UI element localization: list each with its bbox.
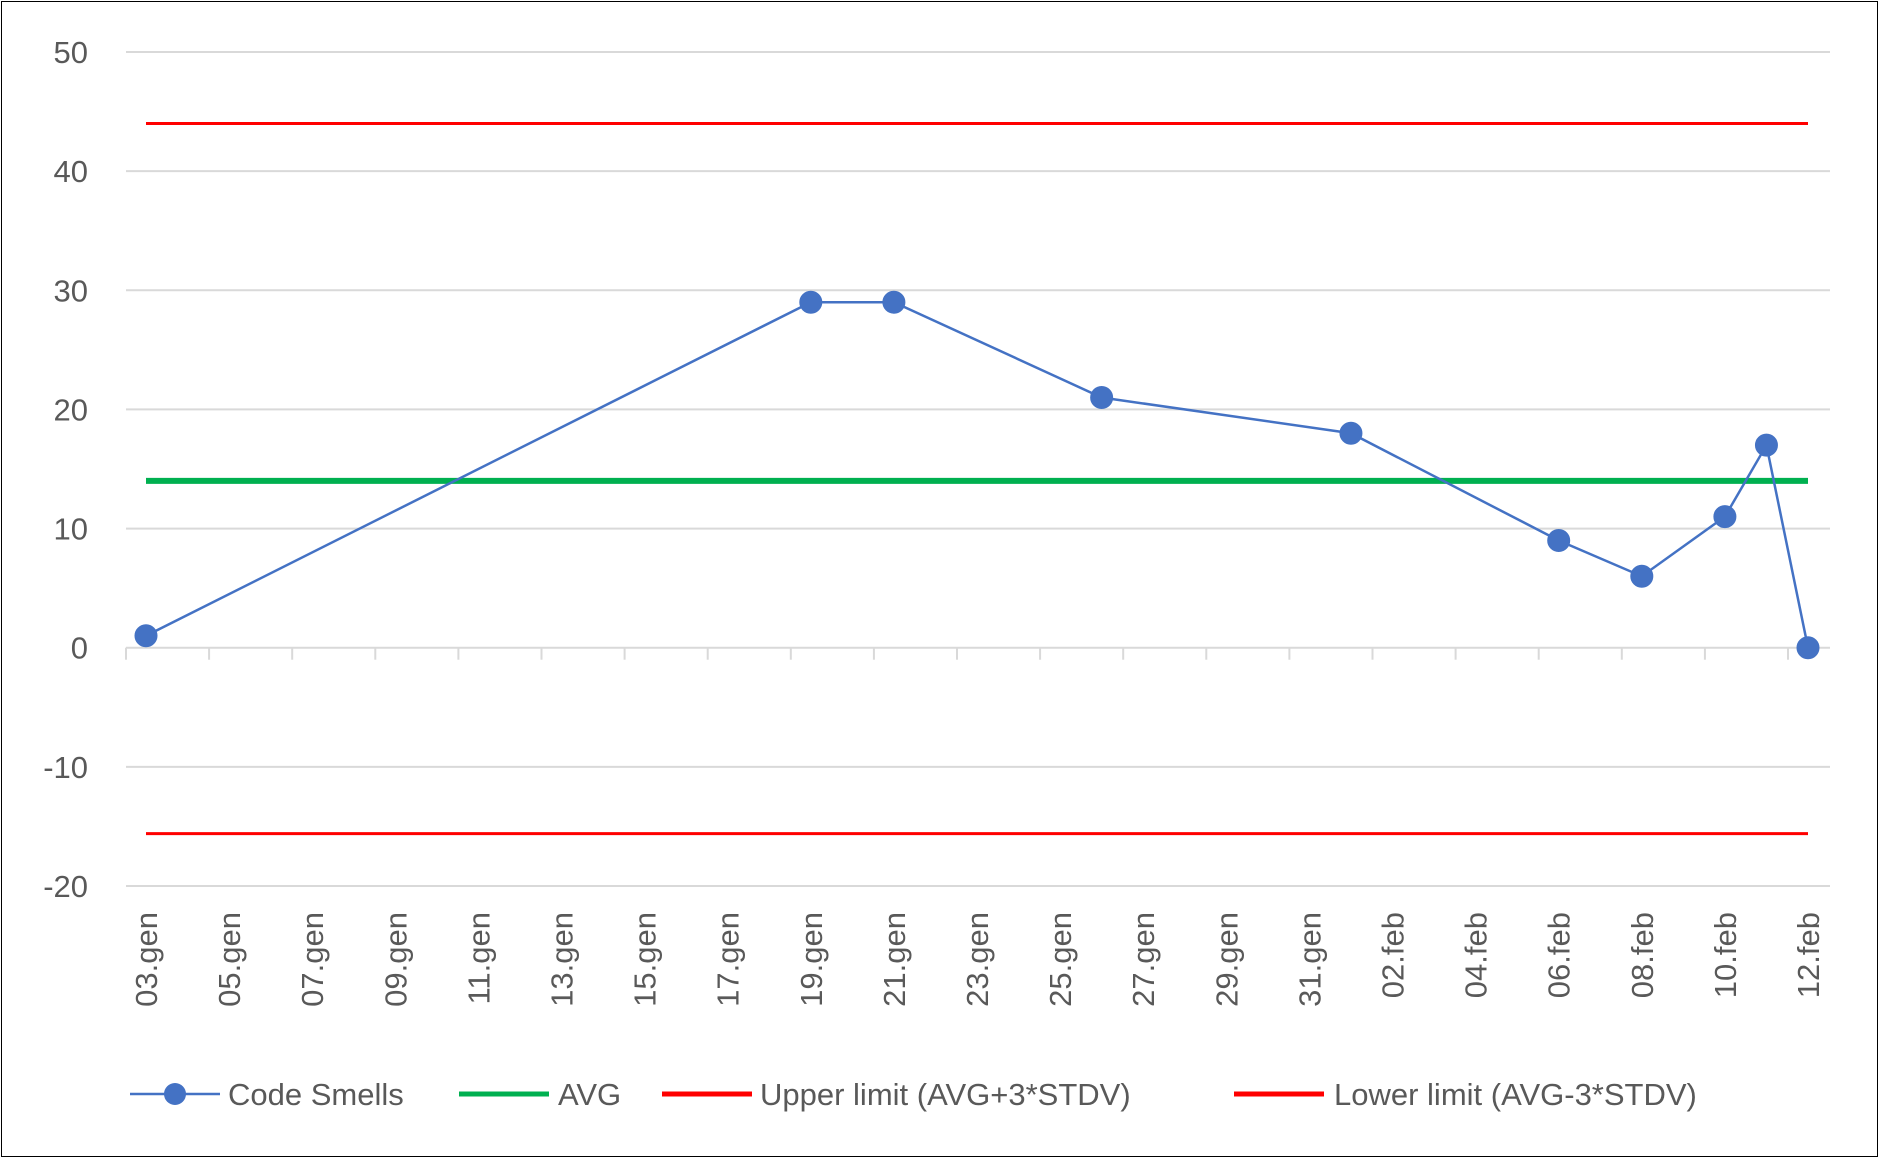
x-tick-label: 11.gen <box>461 912 496 1005</box>
data-point <box>882 290 906 314</box>
data-point <box>134 624 158 648</box>
series-line-code-smells <box>145 300 1810 648</box>
x-tick-label: 23.gen <box>960 912 995 1007</box>
y-tick-label: -10 <box>43 750 88 785</box>
x-tick-label: 09.gen <box>378 912 413 1007</box>
gridlines <box>126 51 1830 887</box>
x-tick-label: 19.gen <box>794 912 829 1007</box>
data-point <box>1630 564 1654 588</box>
x-tick-label: 08.feb <box>1625 912 1660 998</box>
y-tick-label: 50 <box>54 35 88 70</box>
y-tick-label: 10 <box>54 512 88 547</box>
x-tick-label: 15.gen <box>628 912 663 1007</box>
x-tick-label: 21.gen <box>877 912 912 1007</box>
legend: Code Smells AVG Upper limit (AVG+3*STDV) Lo… <box>130 1077 1697 1112</box>
x-tick-label: 04.feb <box>1459 912 1494 998</box>
x-tick-label: 29.gen <box>1209 912 1244 1007</box>
y-tick-label: 40 <box>54 154 88 189</box>
y-tick-label: 20 <box>54 392 88 427</box>
x-axis-tick-labels: 03.gen 05.gen 07.gen 09.gen 11.gen 13.gen 15.g… <box>129 912 1826 1007</box>
data-point <box>799 290 823 314</box>
legend-marker <box>164 1083 186 1105</box>
x-tick-label: 07.gen <box>295 912 330 1007</box>
x-tick-label: 31.gen <box>1292 912 1327 1007</box>
x-tick-label: 12.feb <box>1791 912 1826 998</box>
y-tick-label: -20 <box>43 869 88 904</box>
x-axis <box>125 646 1830 660</box>
data-point <box>1339 421 1363 445</box>
x-tick-label: 03.gen <box>129 912 164 1007</box>
y-axis-tick-labels: -20 -10 0 10 20 30 40 50 <box>43 35 88 904</box>
data-point <box>1796 636 1820 660</box>
x-tick-label: 27.gen <box>1126 912 1161 1007</box>
x-tick-label: 02.feb <box>1376 912 1411 998</box>
y-tick-label: 30 <box>54 273 88 308</box>
y-tick-label: 0 <box>71 631 88 666</box>
x-tick-label: 05.gen <box>212 912 247 1007</box>
legend-label: Upper limit (AVG+3*STDV) <box>760 1077 1131 1112</box>
x-tick-label: 06.feb <box>1542 912 1577 998</box>
x-tick-label: 10.feb <box>1708 912 1743 998</box>
x-tick-label: 25.gen <box>1043 912 1078 1007</box>
data-point <box>1547 528 1571 552</box>
data-point <box>1090 386 1114 410</box>
data-point <box>1754 433 1778 457</box>
legend-label: Lower limit (AVG-3*STDV) <box>1334 1077 1697 1112</box>
x-tick-label: 13.gen <box>545 912 580 1007</box>
series-lines <box>134 121 1820 836</box>
legend-label: AVG <box>558 1077 621 1112</box>
legend-label: Code Smells <box>228 1077 404 1112</box>
x-tick-label: 17.gen <box>711 912 746 1007</box>
data-point <box>1713 505 1737 529</box>
